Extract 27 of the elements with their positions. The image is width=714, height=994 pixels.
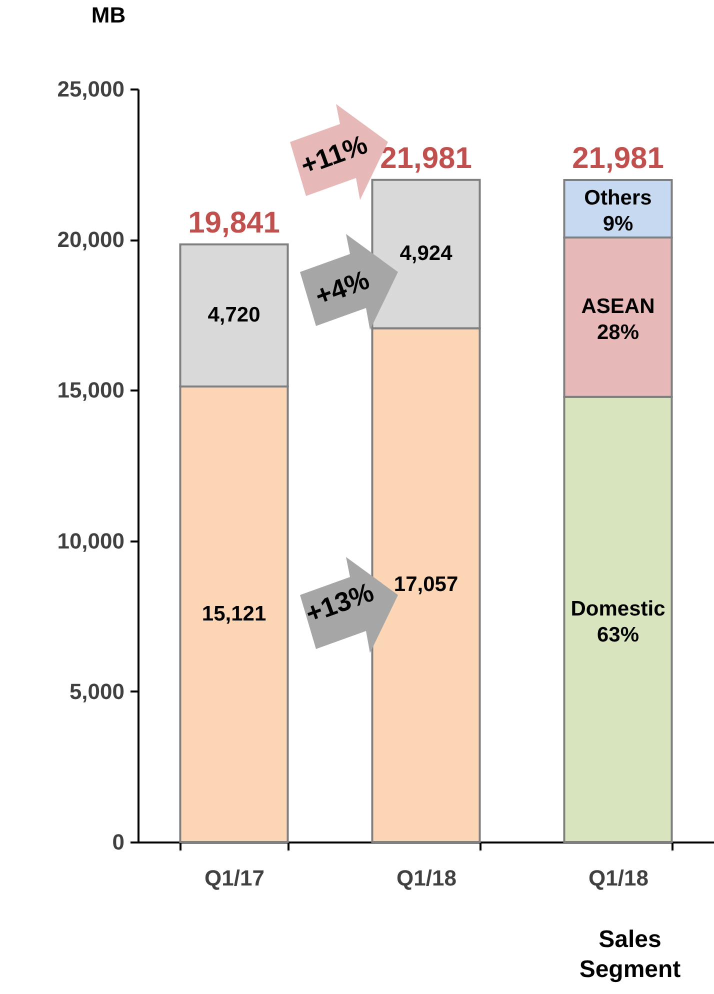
text: Sales Segment — [578, 925, 682, 985]
y-tick-label: 25,000 — [57, 76, 124, 102]
y-tick-label: 10,000 — [57, 528, 124, 554]
annotation: 9% — [602, 212, 634, 236]
x-tick-label: Q1/17 — [204, 866, 264, 890]
data-label: 4,720 — [208, 303, 260, 326]
y-axis-title: MB — [91, 2, 126, 28]
series-label: Domestic — [570, 597, 666, 620]
annotation: 28% — [596, 321, 640, 344]
y-tick-label: 15,000 — [57, 378, 124, 403]
y-tick-label: 0 — [112, 830, 124, 854]
annotation: +11% — [296, 129, 372, 182]
total-label: 21,981 — [572, 142, 664, 175]
annotation: +13% — [302, 576, 378, 630]
data-label: 15,121 — [202, 602, 266, 626]
data-label: 4,924 — [400, 242, 453, 266]
data-label: 17,057 — [394, 573, 458, 596]
series-label: ASEAN — [581, 295, 655, 318]
y-tick-label: 5,000 — [69, 678, 124, 704]
total-label: 21,981 — [380, 142, 472, 175]
total-label: 19,841 — [188, 206, 280, 240]
annotation: 63% — [596, 623, 640, 646]
series-label: Others — [584, 186, 652, 210]
y-tick-label: 20,000 — [57, 227, 124, 252]
x-tick-label: Q1/18 — [588, 866, 648, 890]
x-tick-label: Q1/18 — [396, 866, 456, 890]
annotation: +4% — [311, 264, 374, 312]
